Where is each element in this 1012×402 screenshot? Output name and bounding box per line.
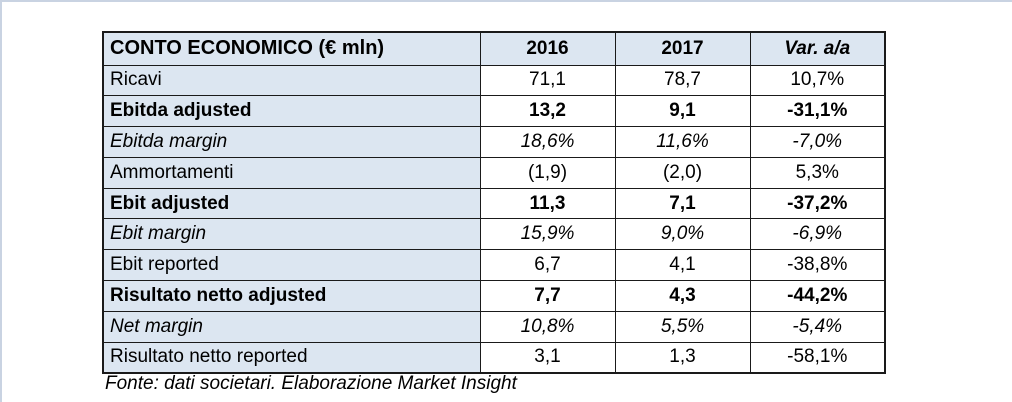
cell-var: -6,9%: [749, 218, 886, 251]
cell-2016: (1,9): [479, 156, 616, 189]
cell-2016: 13,2: [479, 95, 616, 128]
header-metric-label: CONTO ECONOMICO (€ mln): [102, 31, 481, 66]
cell-2017: 4,1: [614, 249, 751, 282]
header-2017: 2017: [614, 31, 751, 66]
cell-2017: 1,3: [614, 341, 751, 374]
header-2016: 2016: [479, 31, 616, 66]
cell-var: -31,1%: [749, 95, 886, 128]
table-row: Ricavi 71,1 78,7 10,7%: [102, 64, 886, 97]
cell-var: -44,2%: [749, 280, 886, 312]
cell-2017: 78,7: [614, 64, 751, 97]
cell-var: 10,7%: [749, 64, 886, 97]
cell-var: -5,4%: [749, 310, 886, 343]
row-label: Net margin: [102, 310, 481, 343]
cell-2016: 7,7: [479, 280, 616, 312]
cell-2016: 6,7: [479, 249, 616, 282]
table-row: Risultato netto adjusted 7,7 4,3 -44,2%: [102, 280, 886, 312]
table-row: Ebit adjusted 11,3 7,1 -37,2%: [102, 187, 886, 220]
cell-2017: 7,1: [614, 187, 751, 220]
row-label: Ebit adjusted: [102, 187, 481, 220]
cell-2017: 11,6%: [614, 126, 751, 158]
cell-2016: 11,3: [479, 187, 616, 220]
source-note: Fonte: dati societari. Elaborazione Mark…: [105, 373, 517, 394]
cell-2017: 4,3: [614, 280, 751, 312]
cell-var: -38,8%: [749, 249, 886, 282]
cell-2016: 71,1: [479, 64, 616, 97]
cell-2016: 18,6%: [479, 126, 616, 158]
cell-2016: 15,9%: [479, 218, 616, 251]
row-label: Risultato netto adjusted: [102, 280, 481, 312]
income-statement-table: CONTO ECONOMICO (€ mln) 2016 2017 Var. a…: [102, 31, 886, 374]
cell-2017: (2,0): [614, 156, 751, 189]
table-row: Ebit reported 6,7 4,1 -38,8%: [102, 249, 886, 282]
table-row: Ammortamenti (1,9) (2,0) 5,3%: [102, 156, 886, 189]
row-label: Ebitda margin: [102, 126, 481, 158]
cell-var: -7,0%: [749, 126, 886, 158]
cell-2017: 9,1: [614, 95, 751, 128]
cell-var: -37,2%: [749, 187, 886, 220]
cell-2016: 10,8%: [479, 310, 616, 343]
table-row: Ebitda margin 18,6% 11,6% -7,0%: [102, 126, 886, 158]
row-label: Ebitda adjusted: [102, 95, 481, 128]
table-row: Ebit margin 15,9% 9,0% -6,9%: [102, 218, 886, 251]
cell-2016: 3,1: [479, 341, 616, 374]
row-label: Ebit reported: [102, 249, 481, 282]
header-var-yoy: Var. a/a: [749, 31, 886, 66]
row-label: Ricavi: [102, 64, 481, 97]
table-row: Net margin 10,8% 5,5% -5,4%: [102, 310, 886, 343]
row-label: Risultato netto reported: [102, 341, 481, 374]
cell-var: -58,1%: [749, 341, 886, 374]
table-header-row: CONTO ECONOMICO (€ mln) 2016 2017 Var. a…: [102, 31, 886, 66]
table-row: Risultato netto reported 3,1 1,3 -58,1%: [102, 341, 886, 374]
cell-var: 5,3%: [749, 156, 886, 189]
row-label: Ammortamenti: [102, 156, 481, 189]
cell-2017: 5,5%: [614, 310, 751, 343]
row-label: Ebit margin: [102, 218, 481, 251]
cell-2017: 9,0%: [614, 218, 751, 251]
table-row: Ebitda adjusted 13,2 9,1 -31,1%: [102, 95, 886, 128]
